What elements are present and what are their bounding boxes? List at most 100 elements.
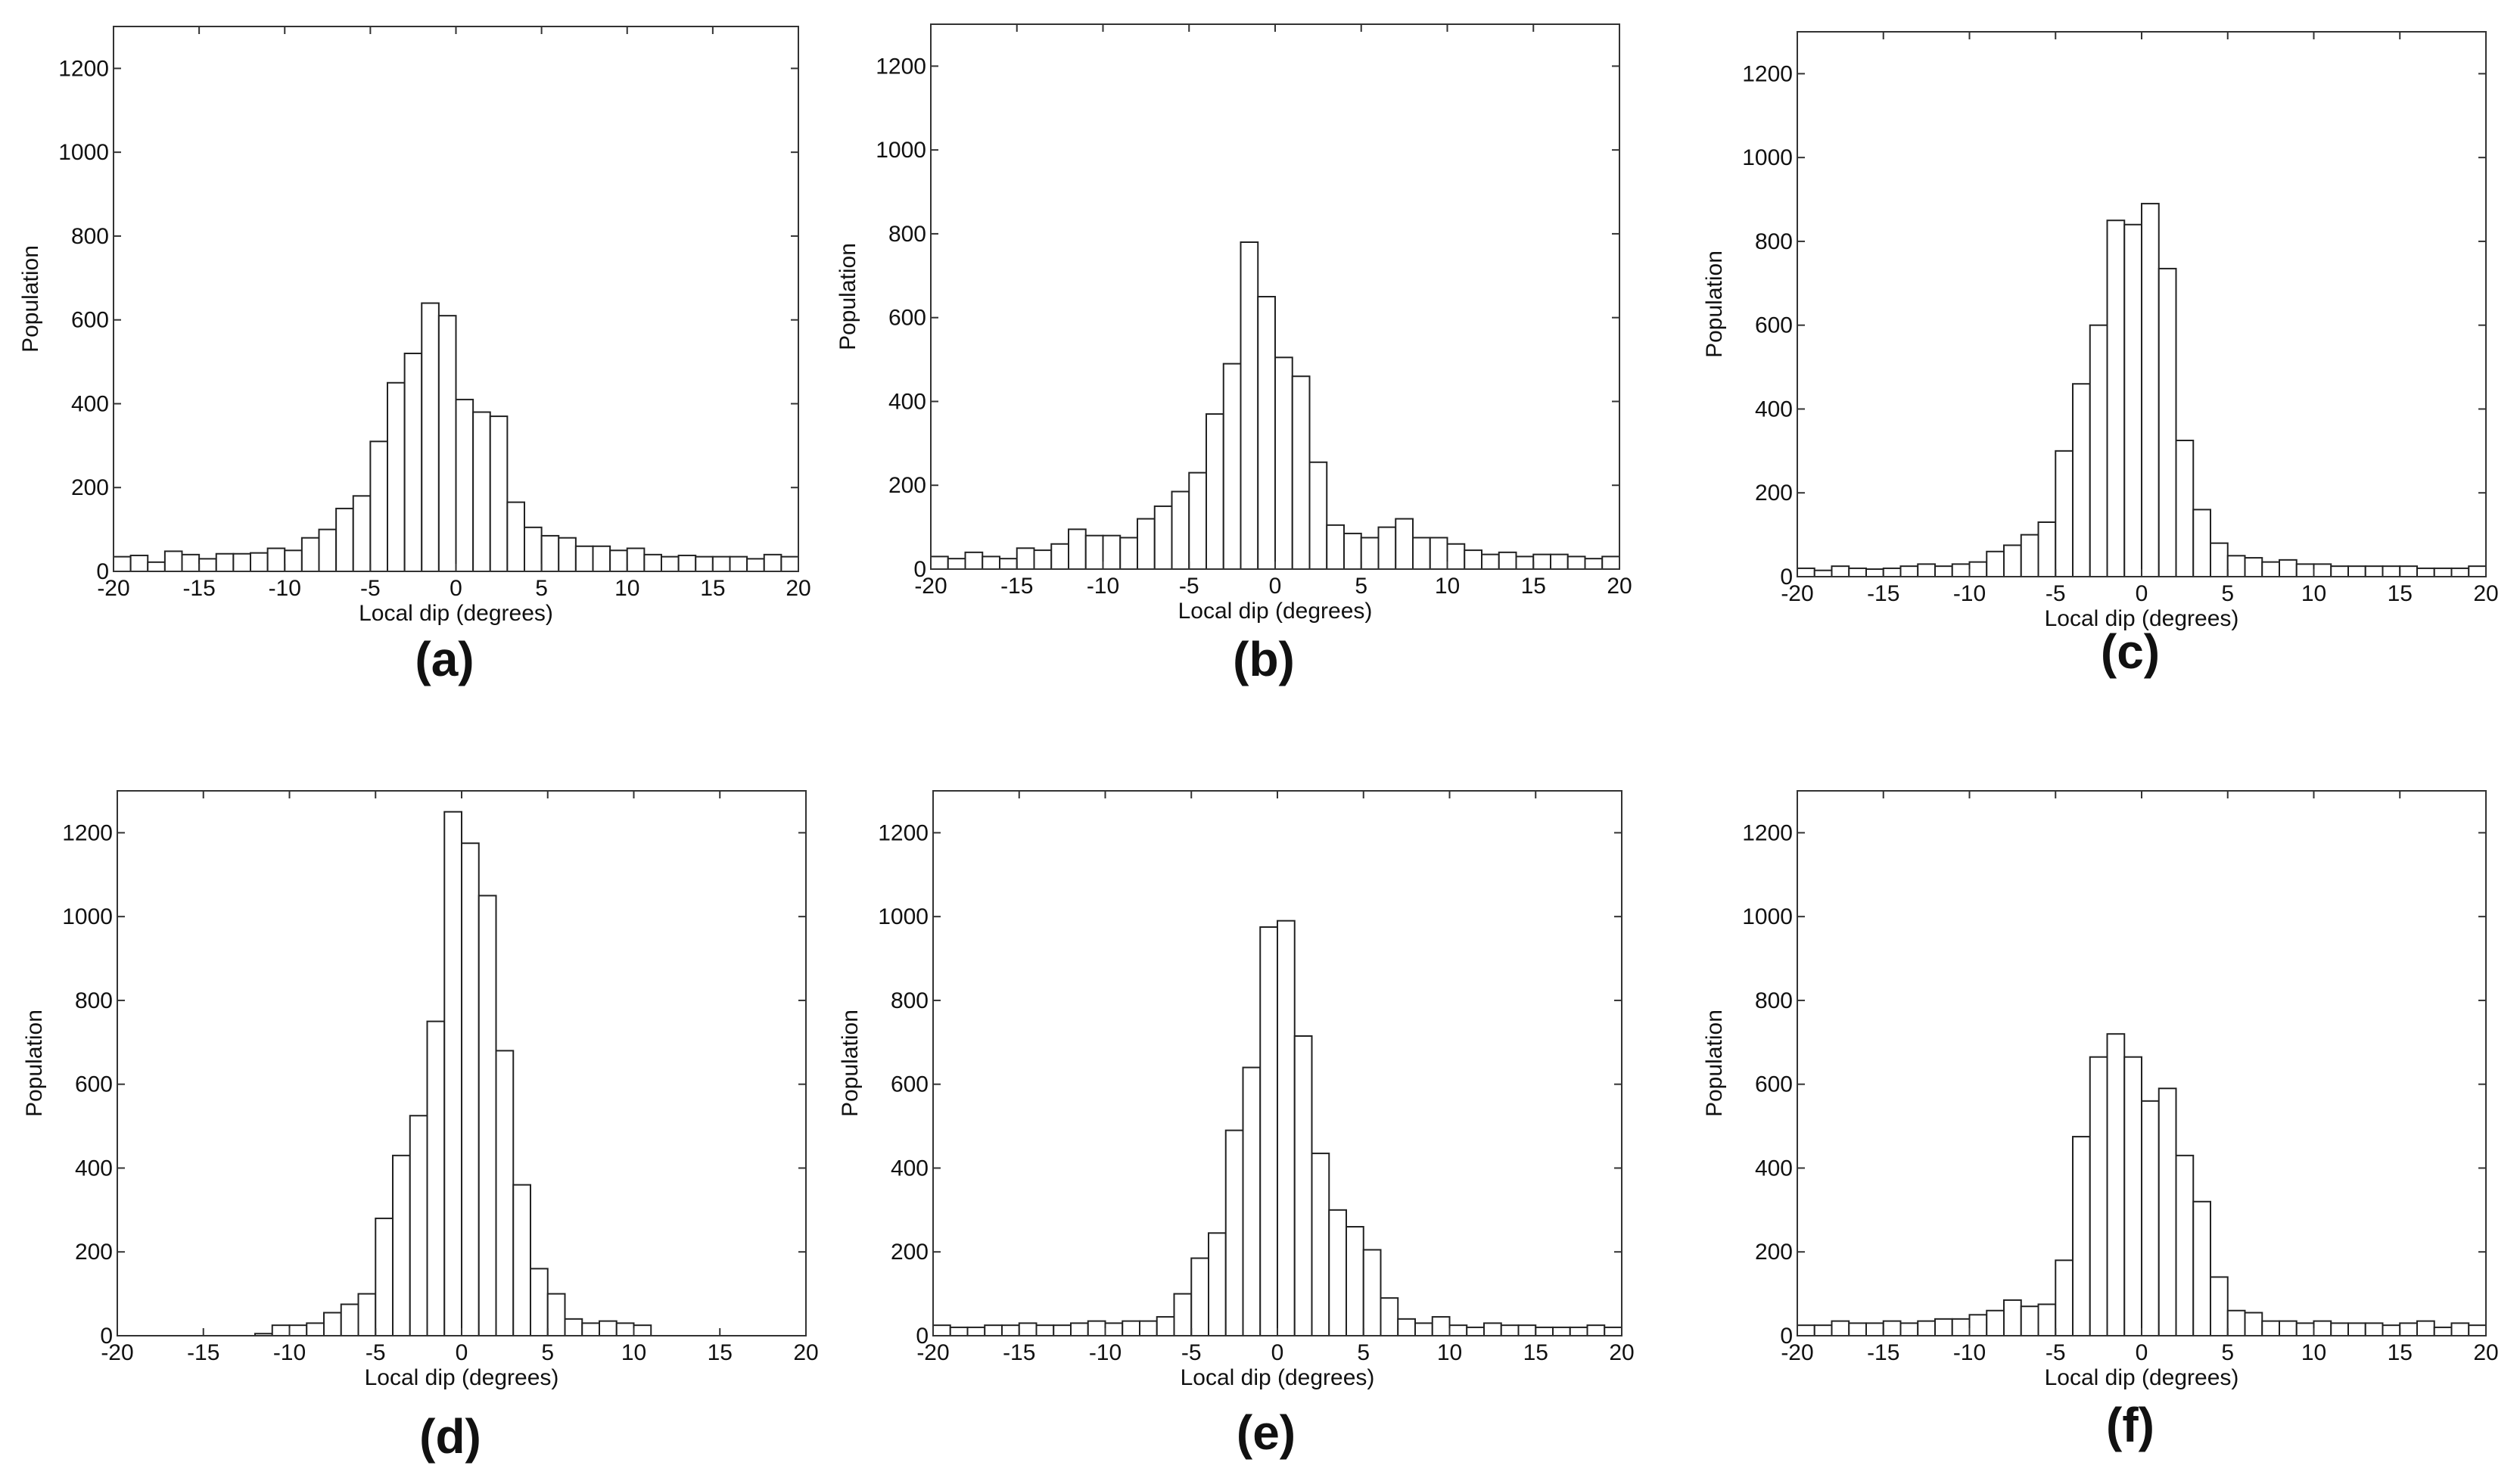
x-tick-label: -10: [1087, 574, 1119, 599]
x-axis-title: Local dip (degrees): [365, 1365, 559, 1390]
y-axis-title: Population: [1702, 1010, 1727, 1117]
histogram-bar: [489, 415, 509, 572]
histogram-bar: [1429, 537, 1448, 571]
x-tick-label: -15: [1867, 581, 1899, 606]
x-tick-label: 15: [1523, 1340, 1548, 1365]
histogram-bar: [113, 555, 132, 572]
x-tick-label: 10: [614, 576, 639, 601]
y-tick-label: 1000: [58, 140, 109, 165]
y-tick-label: 600: [1755, 1072, 1793, 1097]
x-axis-title: Local dip (degrees): [1181, 1365, 1375, 1390]
histogram-bar: [1050, 543, 1069, 570]
histogram-bar: [2192, 509, 2211, 578]
histogram-bar: [564, 1318, 583, 1337]
y-tick-label: 1200: [1742, 820, 1793, 845]
histogram-bar: [1068, 528, 1087, 571]
histogram-bar: [626, 547, 646, 572]
y-tick-label: 600: [75, 1072, 113, 1097]
y-tick-label: 800: [75, 988, 113, 1013]
histogram-panel: -20 -15 -10 -5 0 5 10 15 20020040060080010001200…: [838, 790, 1635, 1460]
histogram-bar: [2055, 450, 2074, 577]
histogram-bar: [2399, 1322, 2418, 1337]
histogram-bar: [1259, 926, 1278, 1336]
histogram-bar: [2468, 1324, 2487, 1336]
y-tick-label: 400: [1755, 397, 1793, 422]
y-tick-label: 200: [75, 1240, 113, 1265]
histogram-bar: [1208, 1232, 1227, 1337]
y-tick-label: 0: [96, 559, 109, 584]
histogram-bar: [2037, 521, 2057, 577]
histogram-bar: [1552, 1326, 1571, 1337]
y-tick-label: 1200: [876, 54, 926, 79]
y-tick-label: 1000: [1742, 904, 1793, 929]
y-tick-label: 800: [888, 222, 926, 247]
histogram-bar: [2313, 563, 2332, 578]
histogram-bar: [949, 1326, 969, 1337]
histogram-bar: [1087, 1320, 1106, 1336]
histogram-bar: [288, 1324, 308, 1336]
y-tick-label: 400: [75, 1156, 113, 1181]
histogram-bar: [1500, 1324, 1520, 1336]
histogram-bar: [1274, 356, 1293, 570]
x-tick-label: -5: [360, 576, 381, 601]
histogram-bar: [1070, 1322, 1089, 1337]
x-tick-label: 5: [2221, 1340, 2234, 1365]
x-tick-label: 0: [450, 576, 462, 601]
y-tick-label: 400: [71, 391, 109, 416]
histogram-bar: [633, 1324, 652, 1336]
x-tick-label: -10: [1953, 1340, 1986, 1365]
histogram-bar: [1917, 1320, 1936, 1336]
x-tick-label: 0: [1269, 574, 1282, 599]
histogram-bar: [2244, 1312, 2263, 1336]
x-tick-label: -15: [1867, 1340, 1899, 1365]
histogram-bar: [1517, 1324, 1537, 1336]
histogram-bar: [999, 558, 1018, 571]
histogram-bar: [421, 302, 440, 572]
y-tick-label: 800: [891, 988, 929, 1013]
x-tick-label: -15: [1000, 574, 1033, 599]
y-axis-title: Population: [18, 245, 43, 353]
histogram-bar: [524, 526, 543, 572]
histogram-bar: [1102, 534, 1122, 571]
y-tick-label: 1000: [1742, 145, 1793, 170]
x-tick-label: 0: [2136, 581, 2148, 606]
histogram-bar: [1813, 569, 1833, 578]
x-tick-label: -20: [916, 1340, 949, 1365]
histogram-panel: -20 -15 -10 -5 0 5 10 15 20020040060080010001200…: [22, 790, 819, 1464]
histogram-bar: [1550, 553, 1569, 570]
histogram-bar: [181, 553, 201, 572]
x-axis-title: Local dip (degrees): [359, 601, 553, 626]
histogram-bar: [1084, 534, 1104, 571]
x-tick-label: -5: [2046, 1340, 2066, 1365]
histogram-bar: [1586, 1324, 1606, 1336]
y-tick-label: 0: [1780, 1324, 1793, 1349]
panel-label: (e): [1237, 1405, 1296, 1460]
histogram-bar: [581, 1322, 600, 1337]
histogram-bar: [1188, 471, 1207, 570]
x-tick-label: 10: [2301, 1340, 2326, 1365]
histogram-bar: [478, 895, 497, 1336]
histogram-bar: [695, 555, 714, 572]
histogram-bar: [609, 549, 628, 572]
x-tick-label: -10: [273, 1340, 306, 1365]
histogram-bar: [2279, 1320, 2298, 1336]
y-tick-label: 800: [1755, 229, 1793, 254]
histogram-bar: [1934, 565, 1953, 578]
histogram-bar: [1601, 555, 1620, 571]
x-tick-label: -20: [97, 576, 129, 601]
y-tick-label: 1200: [878, 820, 929, 845]
histogram-bar: [352, 495, 372, 572]
histogram-bar: [443, 811, 462, 1336]
histogram-bar: [2089, 1056, 2108, 1336]
y-axis-title: Population: [835, 243, 860, 350]
x-tick-label: -5: [2046, 581, 2066, 606]
histogram-bar: [930, 555, 949, 571]
x-tick-label: 0: [2136, 1340, 2148, 1365]
histogram-bar: [2141, 1100, 2160, 1337]
histogram-bar: [2003, 1299, 2022, 1337]
histogram-bar: [2295, 1322, 2315, 1337]
histogram-bar: [1584, 558, 1604, 571]
histogram-bar: [2261, 561, 2280, 577]
histogram-bar: [357, 1293, 377, 1336]
x-axis-title: Local dip (degrees): [2045, 606, 2239, 631]
